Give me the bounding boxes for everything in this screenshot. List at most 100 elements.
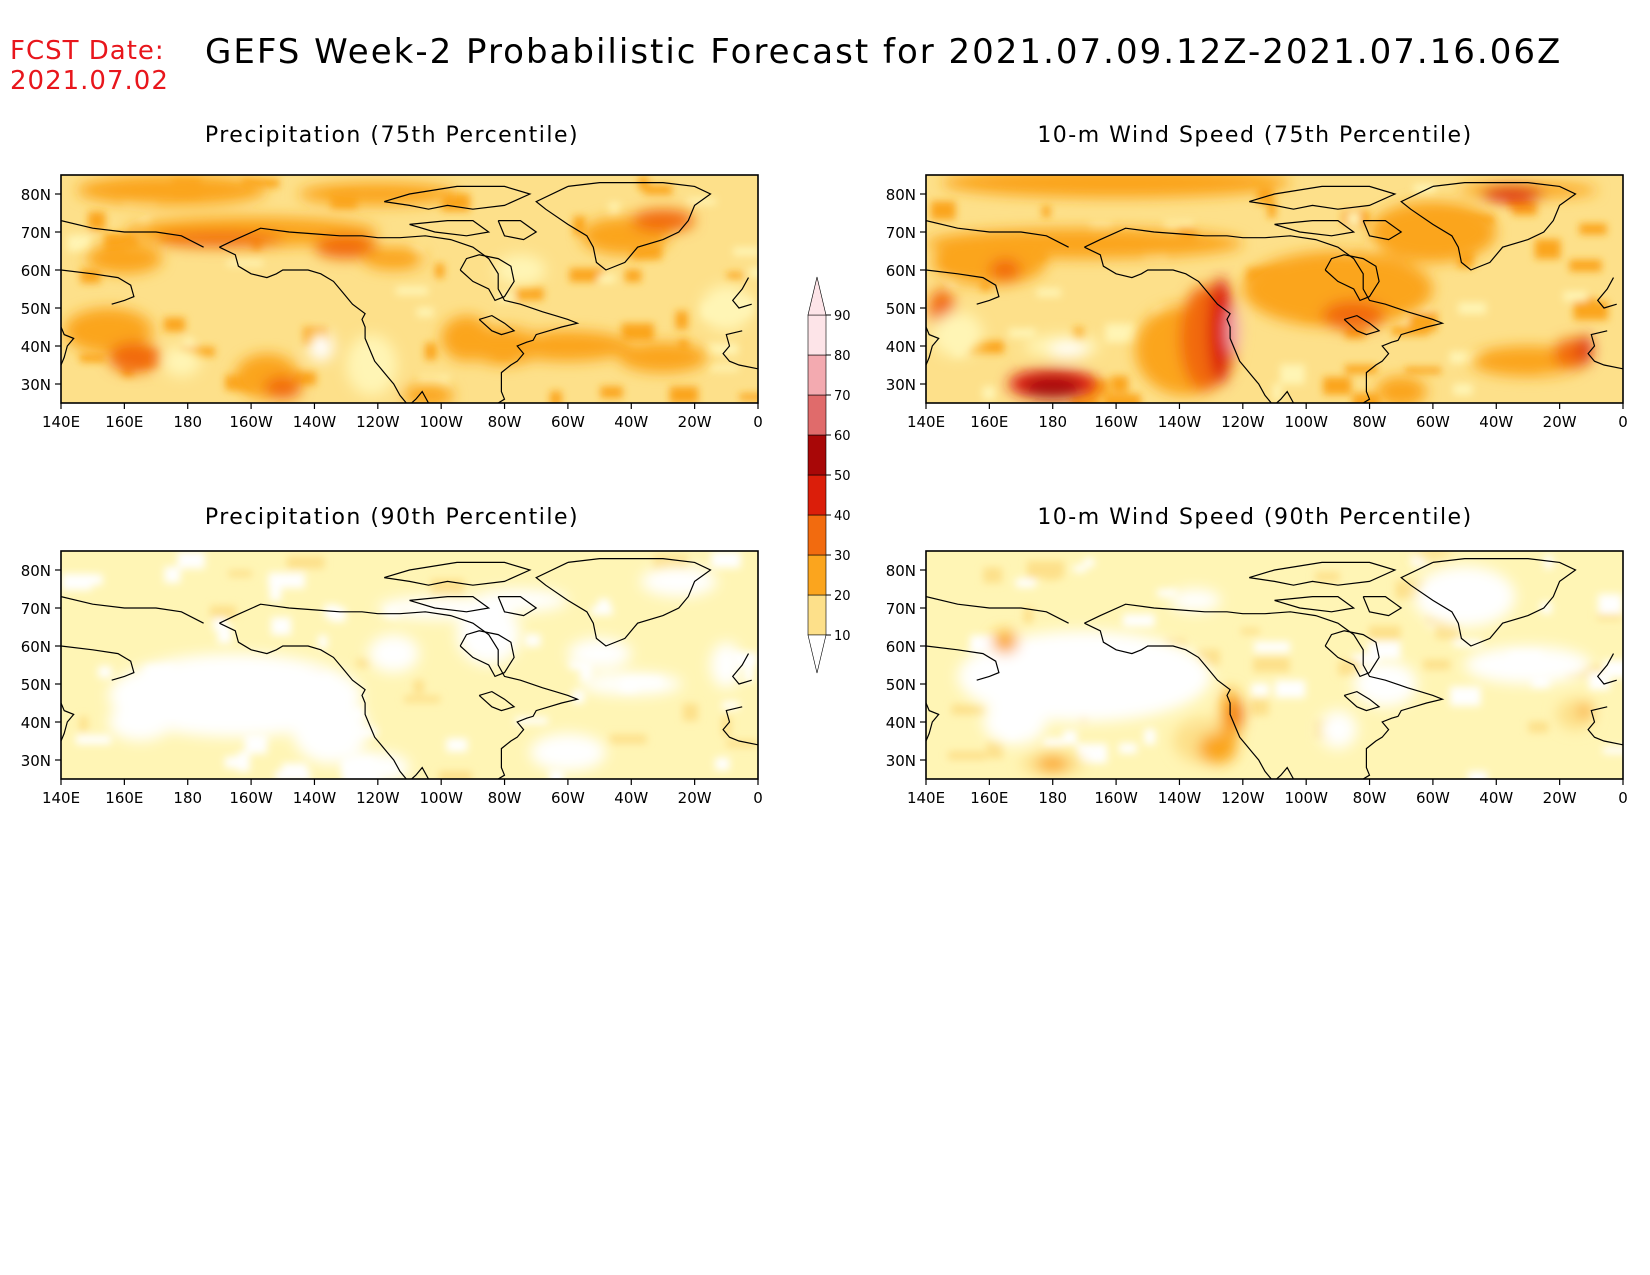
lat-tick-label: 40N [886, 338, 916, 356]
field-patch [228, 570, 252, 577]
lon-tick-label: 160W [229, 789, 273, 807]
field-blob [86, 243, 163, 274]
field-blob [932, 239, 1047, 286]
field-patch [1540, 602, 1552, 614]
field-patch [1458, 302, 1487, 314]
lon-tick-label: 40W [614, 789, 648, 807]
field-patch [1123, 614, 1155, 627]
lon-tick-label: 0 [1618, 789, 1628, 807]
field-patch [61, 573, 92, 591]
field-patch [430, 579, 464, 598]
lat-tick-label: 50N [21, 676, 51, 694]
lat-tick-label: 30N [21, 376, 51, 394]
panel-title-precip-90: Precipitation (90th Percentile) [204, 505, 580, 530]
lat-tick-label: 80N [21, 186, 51, 204]
lon-tick-label: 80W [488, 413, 522, 431]
lat-tick-label: 70N [886, 224, 916, 242]
coastline [61, 326, 75, 366]
coastline [219, 246, 430, 403]
field-blob [1242, 251, 1433, 327]
lat-tick-label: 40N [886, 714, 916, 732]
field-blob [941, 175, 1291, 198]
field-blob [957, 630, 1212, 722]
field-blob [1049, 342, 1088, 358]
forecast-date-label: FCST Date: 2021.07.02 [10, 36, 169, 96]
lon-tick-label: 0 [753, 413, 763, 431]
field-blob [983, 699, 1047, 745]
field-patch [1083, 558, 1095, 567]
field-blob [263, 376, 302, 400]
field-patch [1023, 607, 1033, 624]
field-patch [210, 605, 237, 618]
field-patch [608, 202, 620, 220]
field-blob [529, 733, 606, 772]
field-patch [1073, 565, 1087, 573]
field-patch [1588, 671, 1610, 690]
field-blob [346, 334, 397, 396]
lon-tick-label: 140W [1158, 413, 1202, 431]
lon-tick-label: 160E [105, 413, 143, 431]
field-blob [989, 258, 1022, 282]
lat-tick-label: 50N [21, 300, 51, 318]
colorbar-label: 70 [834, 389, 851, 404]
coastline [61, 702, 75, 742]
field-patch [269, 585, 281, 601]
field-blob [1464, 646, 1592, 684]
lon-tick-label: 180 [173, 413, 202, 431]
field-patch [525, 634, 541, 647]
map-panel-precip-75: 80N 70N 60N 50N 40N 30N 140E 160E 180 160W 140W 120… [21, 174, 763, 431]
field-patch [982, 386, 996, 400]
field-blob [1480, 186, 1544, 202]
field-patch [591, 606, 613, 616]
coastline [535, 182, 712, 271]
field-patch [625, 269, 642, 282]
field-patch [580, 662, 593, 682]
field-patch [271, 617, 291, 636]
field-patch [1598, 594, 1623, 615]
lat-tick-label: 40N [21, 338, 51, 356]
field-blob [710, 642, 743, 688]
lon-tick-label: 180 [173, 789, 202, 807]
field-patch [948, 751, 987, 760]
field-blob [1169, 589, 1221, 612]
coastline [926, 596, 1069, 624]
lon-tick-label: 140E [907, 413, 945, 431]
field-blob [1353, 661, 1418, 707]
lon-tick-label: 40W [1479, 413, 1513, 431]
field-patch [733, 247, 758, 256]
lon-tick-label: 180 [1038, 789, 1067, 807]
field-blob [314, 235, 378, 259]
coastline [459, 630, 515, 678]
lat-tick-label: 70N [886, 600, 916, 618]
field-patch [1240, 628, 1260, 635]
coastline [1587, 706, 1623, 746]
field-patch [1597, 609, 1622, 620]
field-patch [515, 717, 548, 725]
field-patch [1280, 364, 1305, 385]
field-patch [706, 343, 739, 355]
lon-tick-label: 140W [1158, 789, 1202, 807]
field-patch [643, 185, 673, 195]
field-patch [1367, 641, 1401, 660]
field-blob [580, 672, 682, 696]
lon-tick-label: 160W [1094, 413, 1138, 431]
field-patch [516, 287, 544, 301]
colorbar-bottom-arrow [807, 634, 827, 674]
field-patch [1254, 641, 1290, 653]
probability-field [926, 175, 1623, 403]
field-patch [600, 386, 623, 399]
field-blob [932, 311, 984, 358]
colorbar-segment [807, 474, 827, 516]
lat-tick-label: 60N [886, 262, 916, 280]
lat-tick-label: 60N [21, 262, 51, 280]
field-blob [298, 182, 458, 206]
coastline [384, 185, 532, 210]
field-blob [504, 330, 632, 362]
coastline [1400, 182, 1577, 271]
map-frame [925, 174, 1624, 404]
coastline [61, 645, 135, 681]
field-blob [361, 247, 426, 270]
lon-tick-label: 20W [1543, 789, 1577, 807]
field-patch [1026, 560, 1064, 579]
coastline [926, 269, 1000, 305]
